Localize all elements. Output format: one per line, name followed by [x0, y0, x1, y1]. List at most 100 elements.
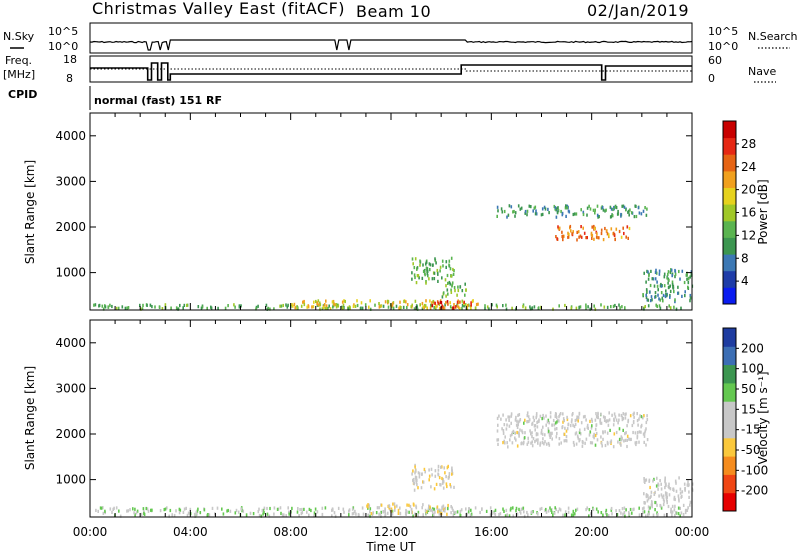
freq-tick-bottom: 8 — [66, 72, 73, 85]
velocity-colorbar: -200 -100 -50 -15 15 50 100 200 — [722, 327, 768, 512]
echo-cell — [306, 305, 308, 309]
echo-cell — [651, 505, 653, 509]
echo-cell — [422, 480, 425, 484]
echo-cell — [646, 414, 648, 418]
echo-cell — [496, 429, 499, 433]
echo-cell — [555, 235, 557, 239]
echo-cell — [468, 303, 470, 307]
echo-cell — [435, 304, 437, 308]
echo-cell — [519, 207, 522, 211]
echo-cell — [663, 275, 666, 279]
echo-cell — [564, 206, 567, 210]
echo-cell — [621, 507, 624, 511]
echo-cell — [624, 306, 626, 310]
echo-cell — [548, 421, 550, 425]
echo-cell — [451, 468, 453, 472]
echo-cell — [126, 509, 128, 513]
echo-cell — [505, 427, 508, 431]
echo-cell — [517, 413, 519, 417]
echo-cell — [589, 207, 592, 211]
echo-cell — [451, 506, 453, 510]
echo-cell — [610, 227, 613, 231]
echo-cell — [447, 503, 449, 508]
velocity-panel: 1000 2000 3000 4000 Slant Range [km] — [23, 319, 694, 518]
echo-cell — [589, 419, 591, 423]
cpid-value: normal (fast) 151 RF — [94, 94, 222, 107]
echo-cell — [193, 512, 196, 516]
echo-cell — [266, 307, 269, 311]
echo-cell — [139, 303, 141, 307]
echo-cell — [410, 510, 413, 515]
echo-cell — [441, 295, 444, 299]
echo-cell — [258, 513, 261, 518]
echo-cell — [419, 303, 421, 307]
echo-cell — [370, 512, 373, 516]
echo-cell — [507, 445, 509, 449]
echo-cell — [268, 514, 271, 518]
echo-cell — [602, 238, 605, 242]
echo-cell — [674, 275, 676, 279]
echo-cell — [656, 503, 658, 507]
echo-cell — [582, 226, 584, 230]
echo-cell — [440, 301, 443, 305]
echo-cell — [589, 512, 592, 516]
echo-cell — [279, 506, 282, 510]
echo-cell — [610, 207, 613, 211]
echo-cell — [664, 491, 667, 495]
echo-cell — [522, 506, 525, 510]
echo-cell — [523, 514, 526, 518]
echo-cell — [551, 423, 554, 427]
echo-cell — [632, 430, 634, 435]
echo-cell — [426, 306, 428, 310]
echo-cell — [613, 207, 615, 211]
echo-cell — [397, 511, 400, 515]
echo-cell — [133, 511, 135, 515]
echo-cell — [431, 473, 433, 477]
echo-cell — [543, 205, 546, 209]
echo-cell — [593, 432, 595, 436]
echo-cell — [544, 433, 546, 437]
echo-cell — [644, 206, 646, 210]
echo-cell — [583, 427, 586, 431]
echo-cell — [524, 431, 526, 435]
echo-cell — [642, 416, 644, 420]
echo-cell — [567, 423, 569, 427]
nsky-strip-frame — [89, 22, 693, 54]
echo-cell — [537, 441, 539, 445]
echo-cell — [408, 510, 410, 514]
echo-cell — [447, 476, 450, 480]
echo-cell — [514, 436, 516, 440]
echo-cell — [664, 483, 667, 488]
echo-cell — [597, 510, 599, 514]
echo-cell — [669, 293, 671, 298]
echo-cell — [316, 302, 318, 306]
echo-cell — [489, 506, 492, 510]
echo-cell — [594, 208, 596, 212]
echo-cell — [673, 305, 675, 309]
echo-cell — [313, 300, 315, 304]
echo-cell — [684, 508, 687, 512]
echo-cell — [620, 443, 622, 447]
echo-cell — [605, 511, 607, 515]
echo-cell — [177, 307, 179, 311]
echo-cell — [348, 305, 351, 309]
echo-cell — [460, 508, 463, 512]
echo-cell — [518, 419, 521, 423]
echo-cell — [580, 235, 583, 239]
echo-cell — [654, 295, 657, 299]
echo-cell — [291, 303, 293, 307]
echo-cell — [127, 306, 130, 310]
echo-cell — [503, 423, 506, 427]
echo-cell — [337, 506, 340, 510]
echo-cell — [466, 307, 469, 311]
echo-cell — [414, 512, 416, 516]
echo-cell — [623, 511, 626, 515]
echo-cell — [311, 305, 313, 309]
echo-cell — [638, 417, 640, 421]
echo-cell — [273, 307, 275, 311]
echo-cell — [399, 305, 401, 309]
echo-cell — [402, 305, 405, 309]
echo-cell — [512, 210, 514, 214]
echo-cell — [510, 414, 513, 418]
echo-cell — [448, 259, 451, 263]
